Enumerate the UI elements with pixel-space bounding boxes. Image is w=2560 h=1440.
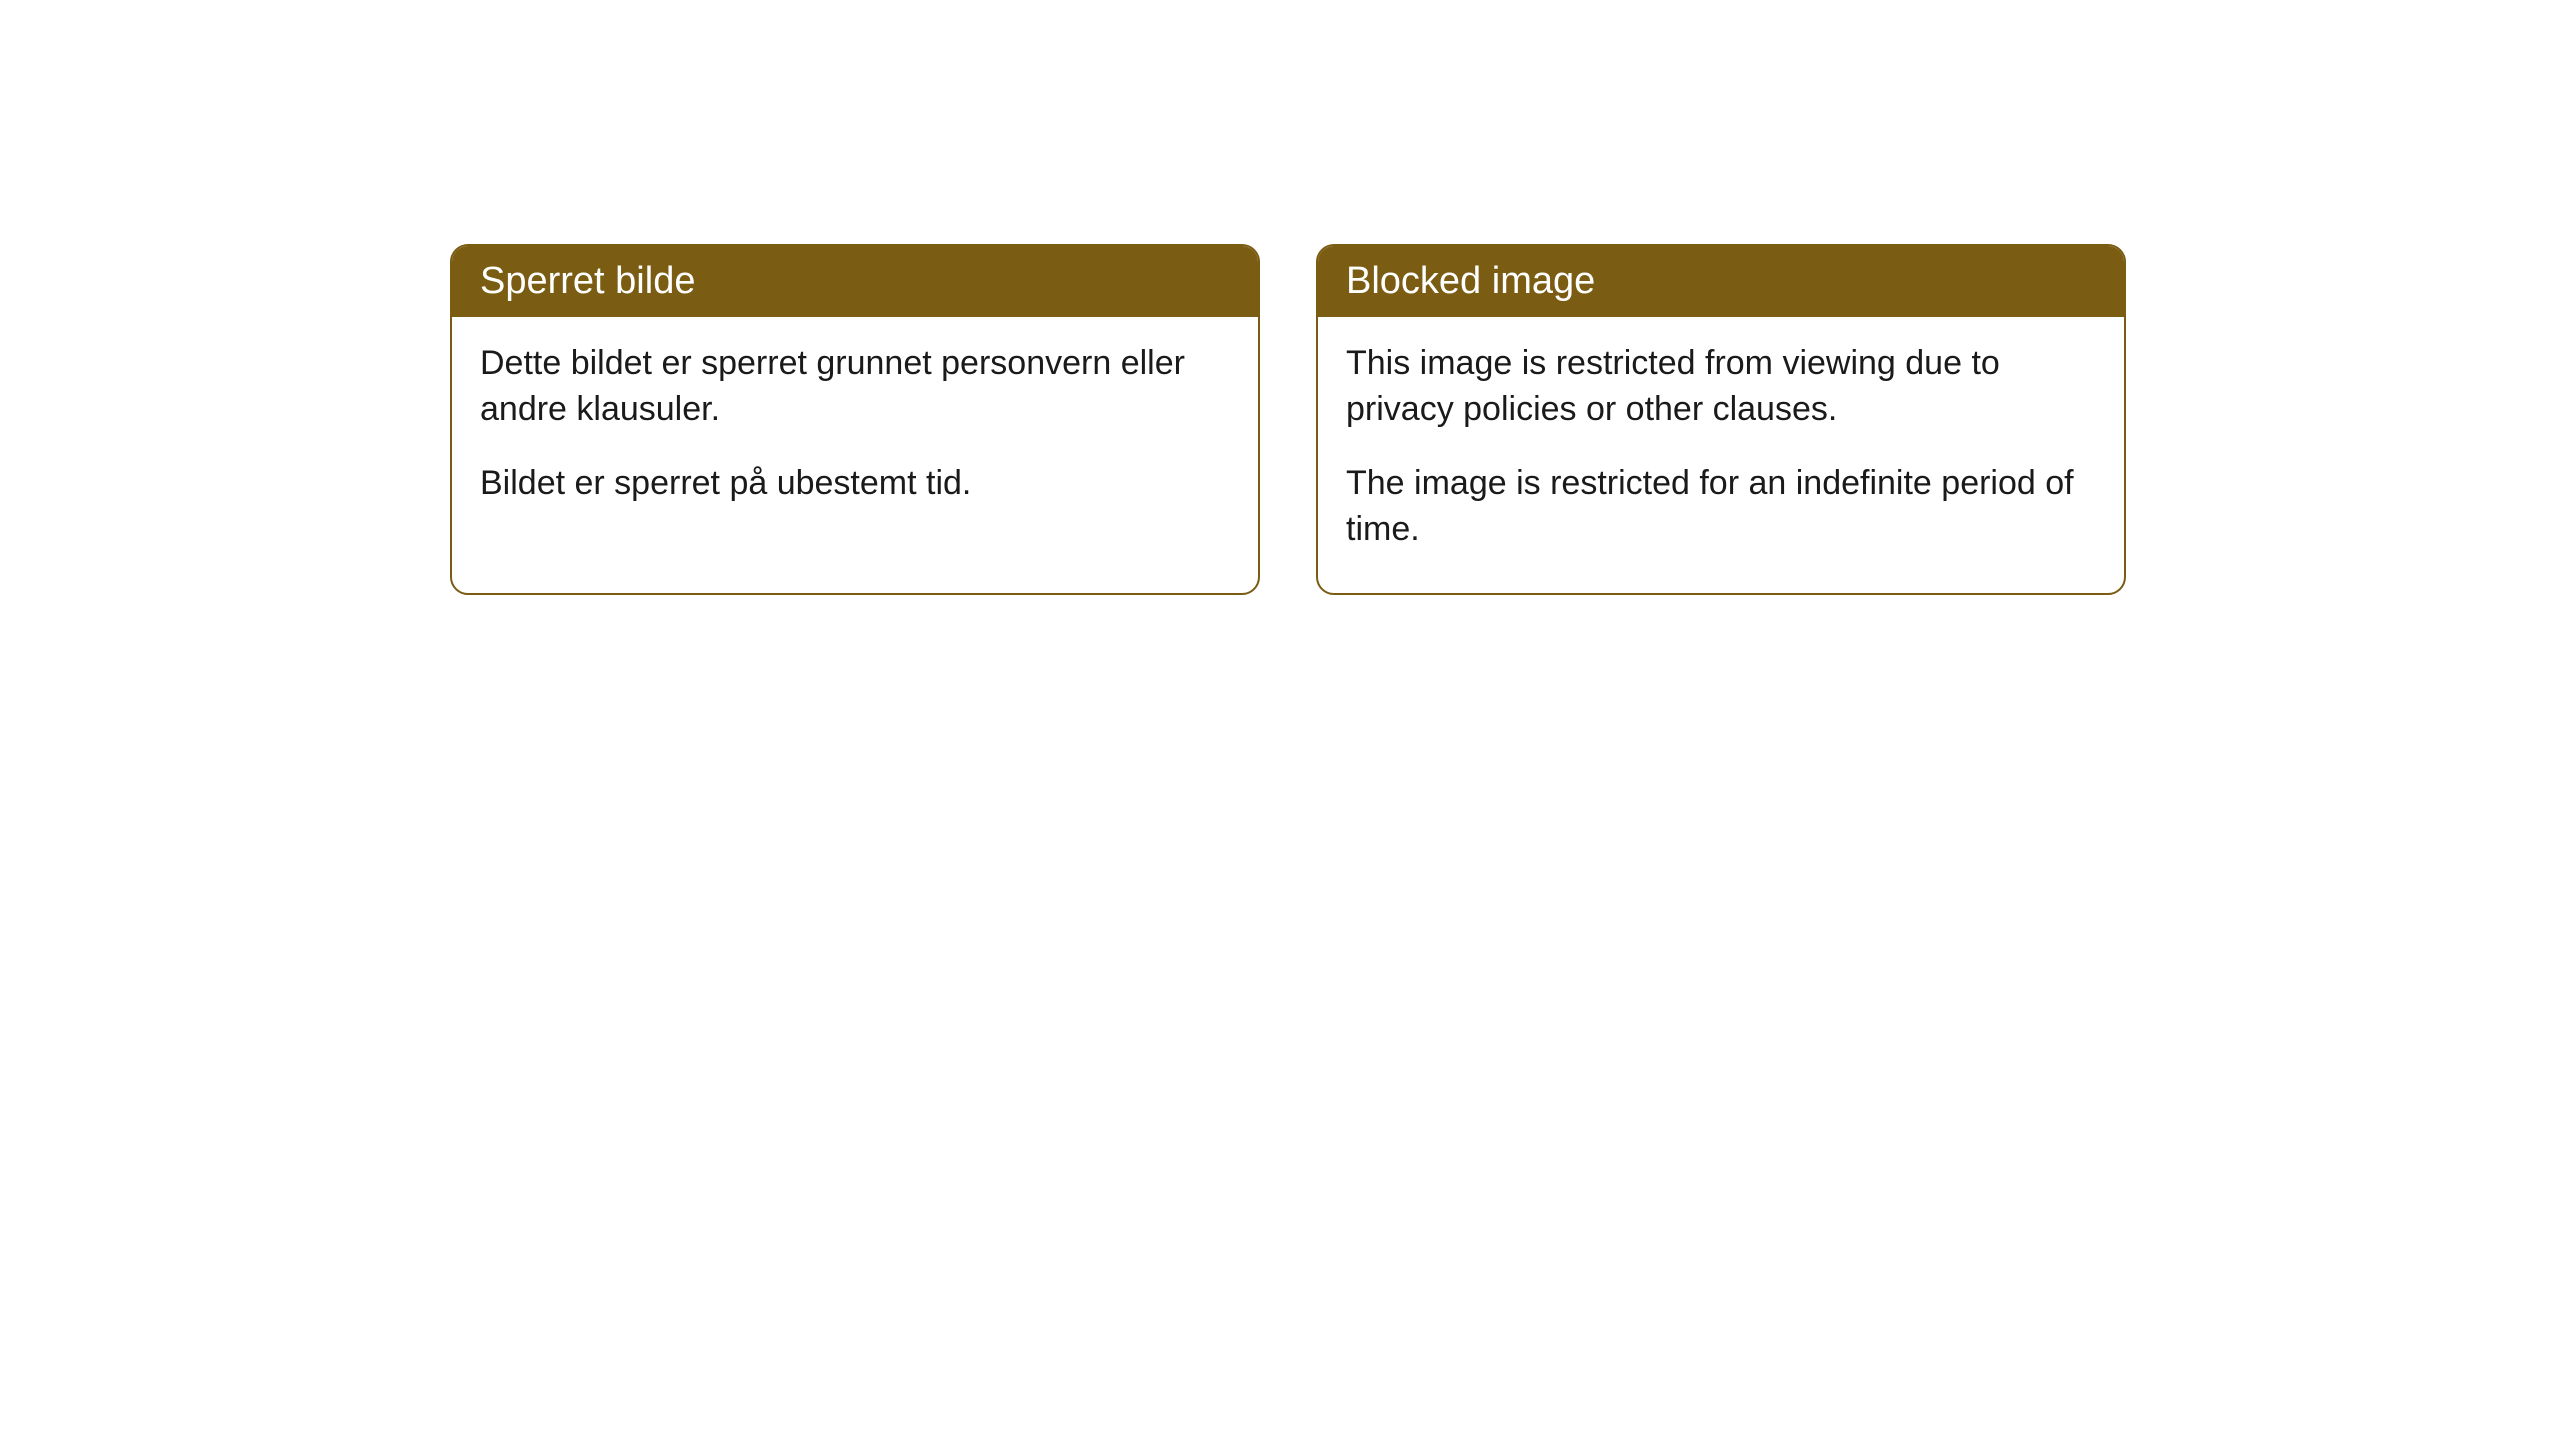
card-header: Sperret bilde — [452, 246, 1258, 317]
card-paragraph: The image is restricted for an indefinit… — [1346, 461, 2096, 553]
card-title: Blocked image — [1346, 260, 1595, 302]
card-paragraph: Bildet er sperret på ubestemt tid. — [480, 461, 1230, 507]
notice-cards-container: Sperret bilde Dette bildet er sperret gr… — [450, 244, 2126, 595]
card-paragraph: This image is restricted from viewing du… — [1346, 341, 2096, 433]
card-paragraph: Dette bildet er sperret grunnet personve… — [480, 341, 1230, 433]
card-body: Dette bildet er sperret grunnet personve… — [452, 317, 1258, 547]
card-body: This image is restricted from viewing du… — [1318, 317, 2124, 593]
card-title: Sperret bilde — [480, 260, 695, 302]
notice-card-english: Blocked image This image is restricted f… — [1316, 244, 2126, 595]
notice-card-norwegian: Sperret bilde Dette bildet er sperret gr… — [450, 244, 1260, 595]
card-header: Blocked image — [1318, 246, 2124, 317]
